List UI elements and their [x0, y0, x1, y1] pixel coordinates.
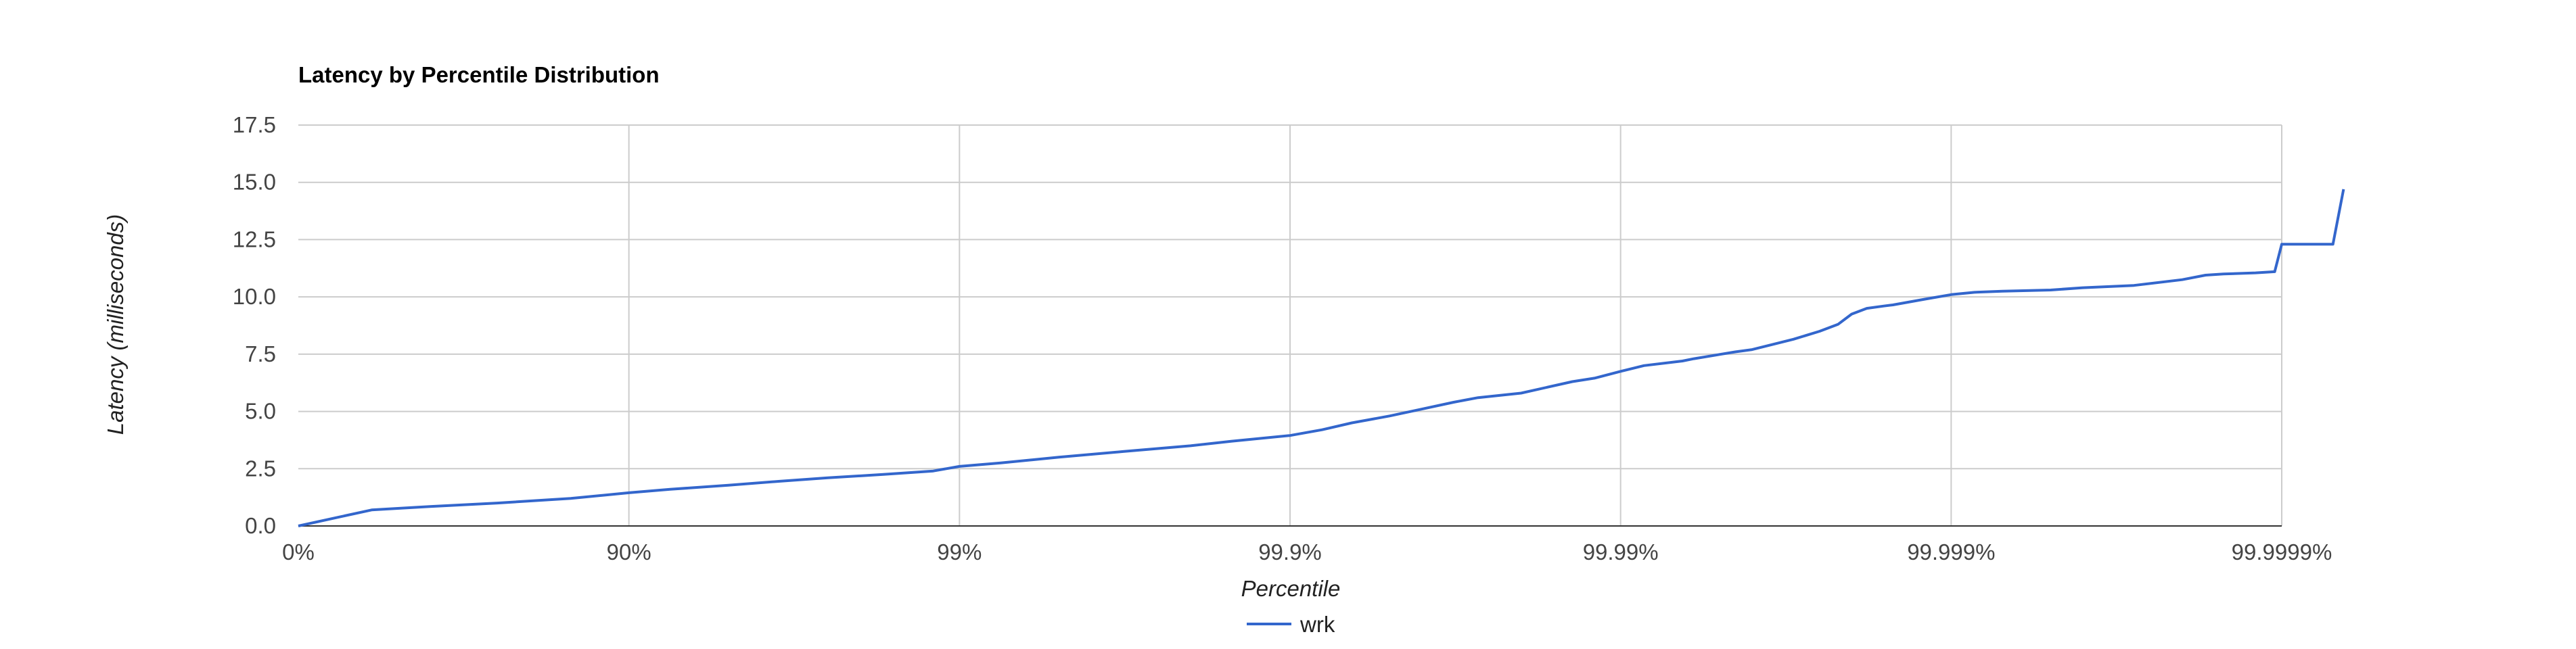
y-tick-label: 15.0 — [233, 170, 276, 195]
chart-title: Latency by Percentile Distribution — [298, 62, 660, 87]
x-tick-label: 0% — [282, 539, 315, 564]
x-tick-label: 99.99% — [1583, 539, 1659, 564]
series-lines — [298, 189, 2345, 527]
y-tick-label: 0.0 — [245, 513, 276, 538]
series-line-wrk — [298, 189, 2345, 527]
x-axis-label: Percentile — [1241, 576, 1341, 601]
x-tick-label: 99.999% — [1907, 539, 1995, 564]
y-axis-label: Latency (milliseconds) — [103, 214, 128, 435]
x-tick-label: 99% — [937, 539, 982, 564]
x-tick-label: 99.9% — [1258, 539, 1322, 564]
y-tick-label: 2.5 — [245, 456, 276, 481]
y-axis-ticks: 0.0 2.5 5.0 7.5 10.0 12.5 15.0 17.5 — [233, 112, 276, 538]
x-tick-label: 99.9999% — [2232, 539, 2332, 564]
x-axis-ticks: 0% 90% 99% 99.9% 99.99% 99.999% 99.9999% — [282, 539, 2332, 564]
legend: wrk — [1247, 612, 1335, 637]
x-tick-label: 90% — [607, 539, 651, 564]
legend-label: wrk — [1300, 612, 1335, 637]
y-tick-label: 10.0 — [233, 284, 276, 309]
y-tick-label: 5.0 — [245, 399, 276, 424]
y-tick-label: 12.5 — [233, 226, 276, 251]
y-tick-label: 17.5 — [233, 112, 276, 137]
gridlines — [298, 124, 2282, 527]
y-tick-label: 7.5 — [245, 341, 276, 366]
